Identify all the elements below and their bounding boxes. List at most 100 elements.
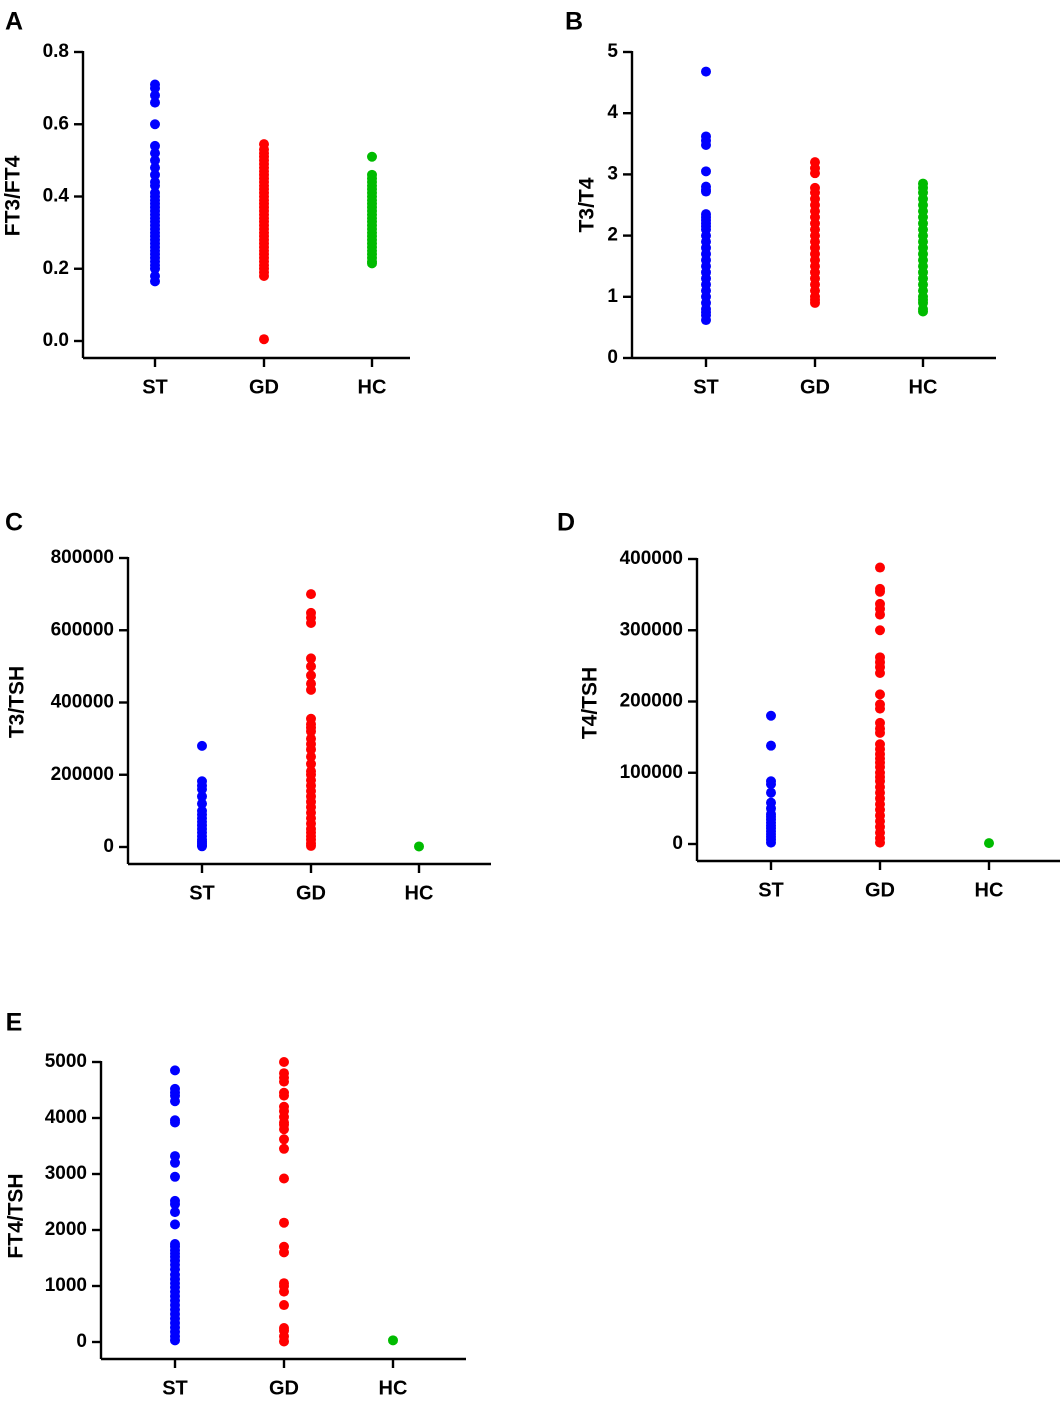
x-tick-label-a-st: ST [142, 376, 168, 398]
y-tick-label-d-3: 300000 [620, 619, 683, 640]
data-point-d-st-0 [766, 710, 776, 721]
data-point-b-st-29 [701, 315, 711, 326]
data-point-a-st-4 [150, 119, 160, 130]
data-point-a-hc-26 [367, 258, 377, 269]
data-point-e-gd-12 [279, 1134, 289, 1145]
data-point-c-gd-17 [306, 758, 316, 769]
x-tick-label-e-gd: GD [269, 1377, 299, 1399]
data-point-c-gd-15 [306, 744, 316, 755]
y-tick-label-a-3: 0.6 [43, 113, 69, 134]
data-point-d-gd-36 [875, 837, 885, 848]
y-tick-label-b-0: 0 [607, 347, 618, 368]
data-point-a-st-6 [150, 148, 160, 159]
data-point-a-st-9 [150, 169, 160, 180]
data-point-d-st-3 [766, 779, 776, 790]
data-point-e-gd-14 [279, 1173, 289, 1184]
y-axis-title-d: T4/TSH [579, 667, 602, 739]
data-point-e-hc-0 [388, 1335, 398, 1346]
data-point-c-st-3 [197, 784, 207, 795]
data-point-b-st-3 [701, 140, 711, 151]
y-tick-label-c-0: 0 [103, 836, 114, 857]
data-point-a-st-2 [150, 90, 160, 101]
data-point-b-gd-23 [810, 297, 820, 308]
y-tick-label-a-1: 0.2 [43, 258, 69, 279]
data-point-e-gd-21 [279, 1300, 289, 1311]
data-point-d-gd-6 [875, 625, 885, 636]
panel-d: D 0 100000 200000 300000 400000 ST GD HC T4/TSH [557, 509, 1060, 901]
series-b-st [701, 66, 711, 326]
panel-b: B 0 1 2 3 4 5 ST GD HC T3/T4 [565, 8, 996, 398]
y-tick-label-a-4: 0.8 [43, 41, 69, 62]
y-tick-label-c-3: 600000 [51, 619, 114, 640]
y-tick-label-d-2: 200000 [620, 691, 683, 712]
data-point-b-hc-23 [918, 306, 928, 317]
series-c-st [197, 740, 207, 852]
data-point-d-gd-13 [875, 703, 885, 714]
data-point-a-gd-37 [259, 334, 269, 345]
data-point-e-gd-5 [279, 1090, 289, 1101]
data-point-d-st-17 [766, 837, 776, 848]
y-tick-label-d-0: 0 [672, 833, 683, 854]
data-point-a-st-7 [150, 155, 160, 166]
x-tick-label-c-st: ST [189, 882, 215, 904]
x-tick-label-d-gd: GD [865, 879, 895, 901]
y-tick-label-e-3: 3000 [45, 1163, 87, 1184]
data-point-b-st-4 [701, 166, 711, 177]
data-point-a-st-5 [150, 140, 160, 151]
data-point-c-gd-3 [306, 618, 316, 629]
y-tick-label-c-2: 400000 [51, 692, 114, 713]
data-point-b-st-0 [701, 66, 711, 77]
panel-letter-a: A [5, 8, 23, 36]
data-point-e-st-11 [170, 1199, 180, 1210]
panel-letter-b: B [565, 8, 583, 36]
y-tick-label-b-1: 1 [607, 286, 618, 307]
panel-letter-d: D [557, 509, 575, 537]
x-tick-label-b-hc: HC [909, 376, 938, 398]
data-point-e-gd-17 [279, 1247, 289, 1258]
panel-e: E 0 1000 2000 3000 4000 5000 ST GD HC FT4/TSH [5, 1009, 466, 1399]
data-point-e-st-37 [170, 1335, 180, 1346]
series-e-gd [279, 1057, 289, 1347]
data-point-c-hc-0 [414, 841, 424, 852]
panel-letter-e: E [6, 1009, 23, 1037]
data-point-e-gd-20 [279, 1286, 289, 1297]
data-point-a-hc-0 [367, 151, 377, 162]
data-point-c-gd-4 [306, 653, 316, 664]
series-c-gd [306, 589, 316, 851]
data-point-e-st-4 [170, 1096, 180, 1107]
data-point-d-gd-0 [875, 562, 885, 573]
y-tick-label-c-4: 800000 [51, 547, 114, 568]
y-tick-label-a-0: 0.0 [43, 330, 69, 351]
y-tick-label-c-1: 200000 [51, 764, 114, 785]
data-point-d-st-1 [766, 740, 776, 751]
x-tick-label-c-hc: HC [405, 882, 434, 904]
data-point-c-st-5 [197, 798, 207, 809]
data-point-a-st-35 [150, 276, 160, 287]
data-point-c-gd-16 [306, 751, 316, 762]
data-point-e-gd-15 [279, 1217, 289, 1228]
series-a-gd [259, 139, 269, 345]
x-tick-label-d-hc: HC [975, 879, 1004, 901]
series-b-hc [918, 178, 928, 317]
data-point-c-gd-0 [306, 589, 316, 600]
panel-c: C 0 200000 400000 600000 800000 ST GD HC T3/TSH [5, 509, 491, 904]
x-tick-label-e-hc: HC [379, 1377, 408, 1399]
y-tick-label-d-4: 400000 [620, 548, 683, 569]
series-d-st [766, 710, 776, 848]
data-point-d-gd-16 [875, 727, 885, 738]
data-point-a-gd-36 [259, 270, 269, 281]
data-point-d-gd-10 [875, 668, 885, 678]
data-point-b-gd-2 [810, 168, 820, 179]
y-axis-title-a: FT3/FT4 [2, 155, 25, 236]
y-tick-label-b-3: 3 [607, 163, 618, 184]
y-tick-label-d-1: 100000 [620, 762, 683, 783]
x-tick-label-d-st: ST [758, 879, 784, 901]
series-c-hc [414, 841, 424, 852]
data-point-e-gd-11 [279, 1124, 289, 1135]
y-axis-title-e: FT4/TSH [5, 1173, 28, 1258]
data-point-c-st-4 [197, 791, 207, 802]
data-point-e-st-6 [170, 1117, 180, 1128]
series-e-hc [388, 1335, 398, 1346]
data-point-d-gd-11 [875, 689, 885, 700]
y-tick-label-b-5: 5 [607, 41, 618, 62]
